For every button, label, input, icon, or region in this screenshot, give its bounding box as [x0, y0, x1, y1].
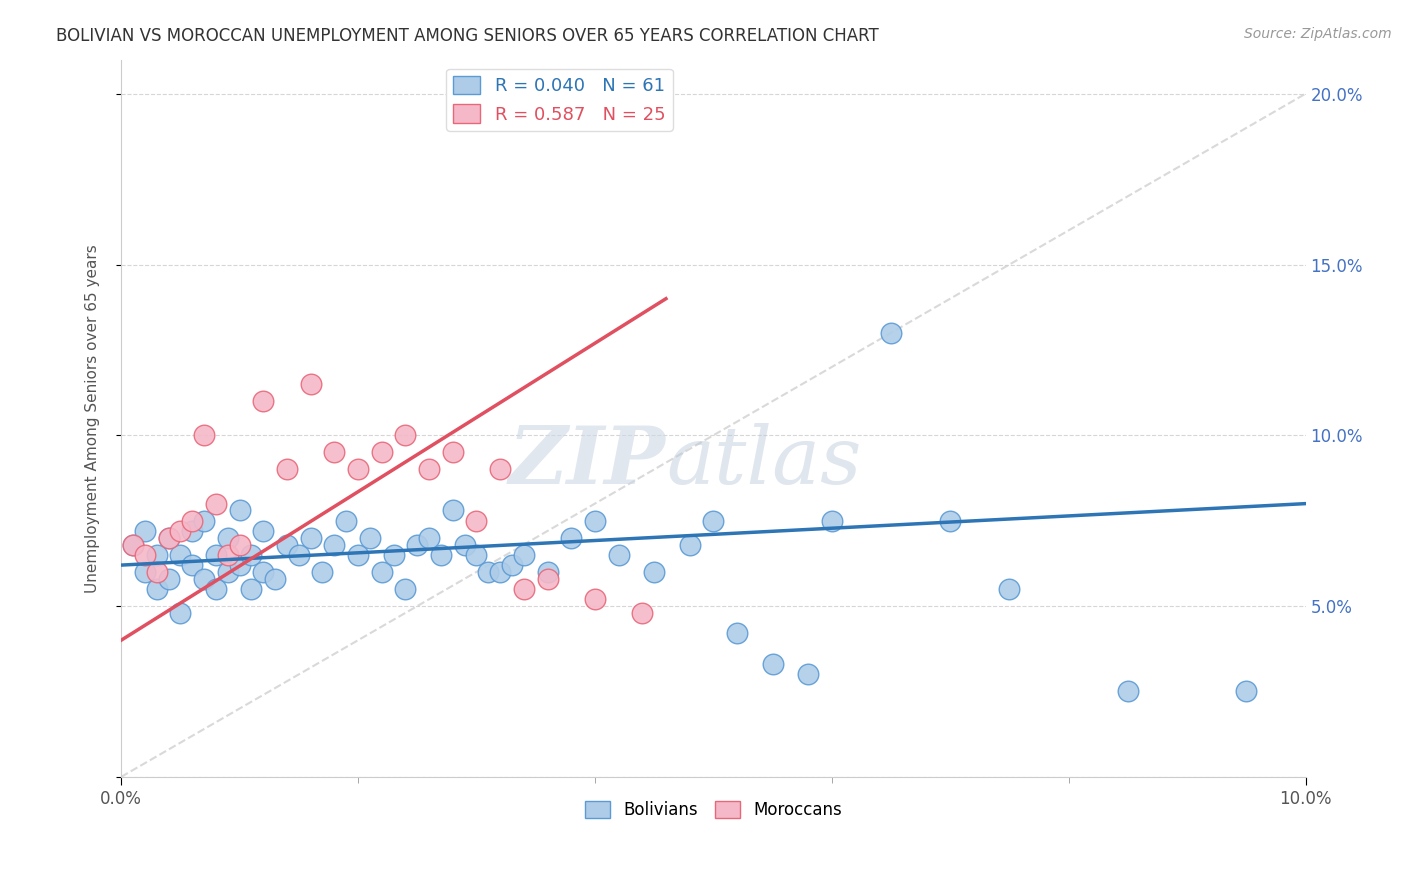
Point: [761, 657, 783, 672]
Point: [607, 548, 630, 562]
Point: [299, 377, 322, 392]
Point: [513, 582, 536, 596]
Point: [394, 582, 416, 596]
Point: [276, 462, 298, 476]
Point: [217, 531, 239, 545]
Point: [394, 428, 416, 442]
Point: [288, 548, 311, 562]
Text: Source: ZipAtlas.com: Source: ZipAtlas.com: [1244, 27, 1392, 41]
Point: [725, 626, 748, 640]
Text: atlas: atlas: [666, 423, 862, 500]
Text: ZIP: ZIP: [509, 423, 666, 500]
Point: [1234, 684, 1257, 698]
Point: [501, 558, 523, 573]
Point: [205, 497, 228, 511]
Point: [228, 538, 250, 552]
Point: [134, 565, 156, 579]
Point: [157, 572, 180, 586]
Point: [323, 538, 346, 552]
Point: [631, 606, 654, 620]
Point: [181, 514, 204, 528]
Point: [240, 548, 263, 562]
Point: [821, 514, 844, 528]
Point: [240, 582, 263, 596]
Point: [536, 572, 558, 586]
Point: [169, 606, 191, 620]
Point: [264, 572, 287, 586]
Point: [382, 548, 405, 562]
Point: [205, 548, 228, 562]
Point: [465, 548, 488, 562]
Point: [205, 582, 228, 596]
Point: [880, 326, 903, 340]
Point: [1116, 684, 1139, 698]
Point: [228, 558, 250, 573]
Point: [145, 582, 167, 596]
Point: [134, 524, 156, 538]
Point: [477, 565, 499, 579]
Point: [193, 572, 215, 586]
Point: [252, 565, 274, 579]
Text: BOLIVIAN VS MOROCCAN UNEMPLOYMENT AMONG SENIORS OVER 65 YEARS CORRELATION CHART: BOLIVIAN VS MOROCCAN UNEMPLOYMENT AMONG …: [56, 27, 879, 45]
Point: [797, 667, 820, 681]
Point: [145, 548, 167, 562]
Point: [169, 548, 191, 562]
Point: [583, 592, 606, 607]
Point: [276, 538, 298, 552]
Point: [370, 445, 392, 459]
Point: [583, 514, 606, 528]
Point: [217, 565, 239, 579]
Point: [359, 531, 381, 545]
Point: [193, 428, 215, 442]
Point: [430, 548, 453, 562]
Point: [181, 524, 204, 538]
Point: [323, 445, 346, 459]
Point: [145, 565, 167, 579]
Point: [193, 514, 215, 528]
Point: [536, 565, 558, 579]
Point: [252, 394, 274, 409]
Point: [453, 538, 475, 552]
Point: [678, 538, 700, 552]
Point: [134, 548, 156, 562]
Point: [939, 514, 962, 528]
Point: [998, 582, 1021, 596]
Point: [181, 558, 204, 573]
Point: [702, 514, 724, 528]
Point: [157, 531, 180, 545]
Point: [418, 531, 440, 545]
Point: [157, 531, 180, 545]
Point: [441, 445, 464, 459]
Point: [465, 514, 488, 528]
Point: [311, 565, 333, 579]
Point: [489, 462, 512, 476]
Legend: Bolivians, Moroccans: Bolivians, Moroccans: [578, 795, 848, 826]
Point: [347, 462, 370, 476]
Point: [347, 548, 370, 562]
Point: [489, 565, 512, 579]
Point: [169, 524, 191, 538]
Point: [441, 503, 464, 517]
Point: [370, 565, 392, 579]
Point: [560, 531, 582, 545]
Point: [418, 462, 440, 476]
Point: [122, 538, 145, 552]
Point: [228, 503, 250, 517]
Point: [299, 531, 322, 545]
Point: [335, 514, 357, 528]
Y-axis label: Unemployment Among Seniors over 65 years: Unemployment Among Seniors over 65 years: [86, 244, 100, 592]
Point: [406, 538, 429, 552]
Point: [513, 548, 536, 562]
Point: [217, 548, 239, 562]
Point: [122, 538, 145, 552]
Point: [643, 565, 665, 579]
Point: [252, 524, 274, 538]
